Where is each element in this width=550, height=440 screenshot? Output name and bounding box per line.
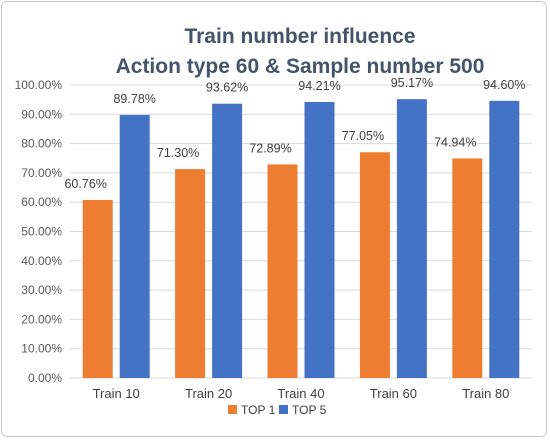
data-label: 93.62% <box>206 81 248 95</box>
bar-top-5 <box>489 100 520 379</box>
y-tick-label: 40.00% <box>21 254 62 268</box>
bar-top-1 <box>359 152 390 378</box>
chart-title: Train number influence Action type 60 & … <box>116 25 485 78</box>
data-label: 95.17% <box>391 76 433 90</box>
data-label: 72.89% <box>249 141 291 155</box>
bar-top-5 <box>396 99 427 378</box>
data-label: 74.94% <box>434 135 476 149</box>
y-tick-label: 50.00% <box>21 225 62 239</box>
y-tick-label: 10.00% <box>21 342 62 356</box>
bar-top-1 <box>452 158 483 378</box>
bar-top-1 <box>82 199 113 378</box>
legend-label: TOP 1 <box>241 403 276 417</box>
chart-title-line-2: Action type 60 & Sample number 500 <box>116 55 485 78</box>
y-tick-label: 20.00% <box>21 312 62 326</box>
bars <box>82 99 520 379</box>
y-tick-label: 30.00% <box>21 283 62 297</box>
y-tick-label: 0.00% <box>28 371 62 385</box>
data-label: 94.60% <box>483 78 525 92</box>
x-tick-label: Train 10 <box>93 386 140 401</box>
x-tick-label: Train 20 <box>185 386 232 401</box>
data-label: 89.78% <box>113 92 155 106</box>
x-axis-tick-labels: Train 10 Train 20 Train 40 Train 60 Train 80 <box>93 386 510 401</box>
bar-top-1 <box>267 164 298 378</box>
chart-title-line-1: Train number influence <box>184 25 415 48</box>
y-tick-label: 80.00% <box>21 137 62 151</box>
legend: TOP 1 TOP 5 <box>228 403 327 417</box>
bar-top-5 <box>212 103 243 379</box>
legend-swatch <box>228 405 237 414</box>
data-label: 60.76% <box>64 177 106 191</box>
bar-top-1 <box>175 169 206 378</box>
legend-swatch <box>279 405 288 414</box>
legend-label: TOP 5 <box>292 403 327 417</box>
y-tick-label: 70.00% <box>21 166 62 180</box>
data-label: 77.05% <box>342 129 384 143</box>
y-tick-label: 90.00% <box>21 107 62 121</box>
x-tick-label: Train 40 <box>277 386 324 401</box>
x-tick-label: Train 80 <box>462 386 509 401</box>
bar-top-5 <box>119 114 150 378</box>
y-axis-tick-labels: 0.00% 10.00% 20.00% 30.00% 40.00% 50.00% 60.00… <box>15 78 63 385</box>
data-label: 71.30% <box>157 146 199 160</box>
y-tick-label: 60.00% <box>21 195 62 209</box>
x-tick-label: Train 60 <box>370 386 417 401</box>
bar-top-5 <box>304 101 335 379</box>
y-tick-label: 100.00% <box>15 78 63 92</box>
data-label: 94.21% <box>298 79 340 93</box>
data-labels: 60.76% 89.78% 71.30% 93.62% 72.89% 94.21% 77.0… <box>64 76 525 191</box>
